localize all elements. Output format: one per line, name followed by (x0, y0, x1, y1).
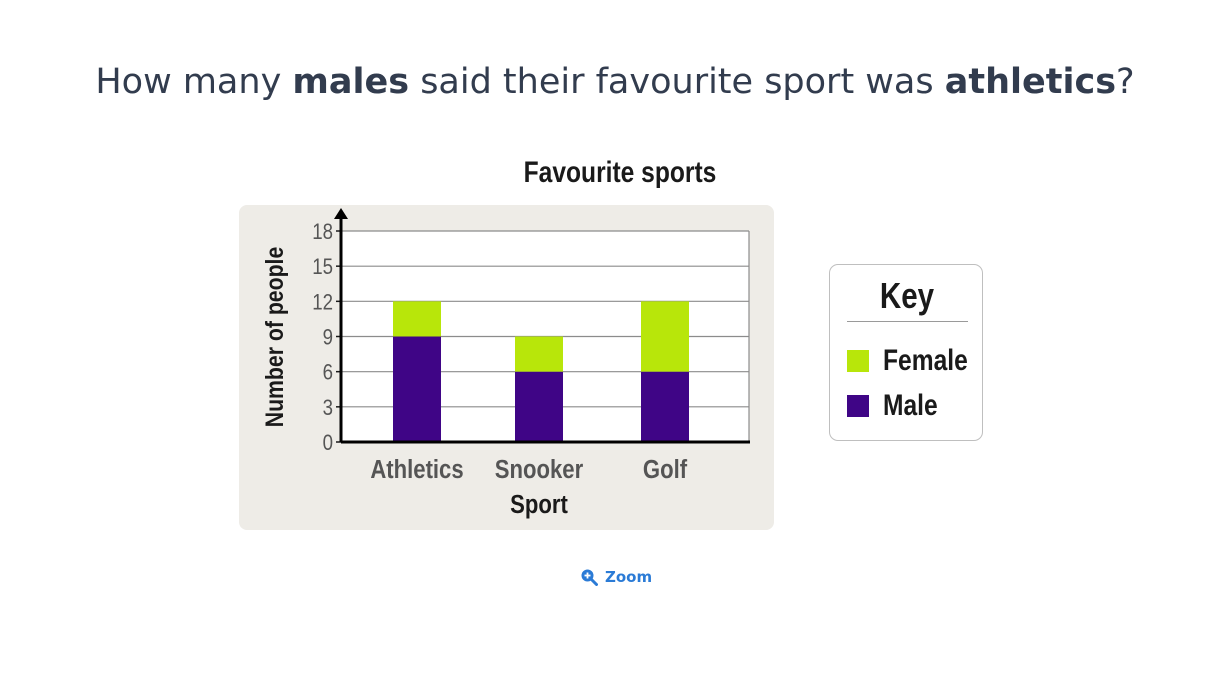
question-bold-males: males (292, 62, 410, 102)
y-tick-label: 18 (312, 221, 333, 245)
chart-labels: 0 3 6 9 12 15 18 Athletics Snooker Golf Sport Numbe… (260, 221, 688, 520)
key-title: Key (879, 275, 935, 316)
chart-title: Favourite sports (523, 156, 717, 189)
zoom-label: Zoom (605, 568, 653, 586)
zoom-button[interactable]: Zoom (580, 568, 652, 586)
bar-golf-male (641, 371, 689, 442)
bar-athletics-female (393, 301, 441, 337)
zoom-in-icon (581, 569, 598, 586)
question-part-3: ? (1116, 62, 1135, 102)
legend-key: Key Female Male (829, 264, 983, 441)
legend-swatch-female (847, 350, 869, 372)
legend-item-female: Female (847, 344, 986, 377)
question-bold-athletics: athletics (944, 62, 1117, 102)
y-tick-label: 0 (323, 432, 333, 456)
y-tick-label: 9 (323, 326, 333, 350)
legend-label-male: Male (883, 389, 938, 422)
legend-item-male: Male (847, 389, 950, 422)
x-tick-label: Athletics (370, 455, 463, 484)
question-part-1: How many (95, 62, 293, 102)
bar-athletics-male (393, 336, 441, 442)
y-axis-title: Number of people (260, 247, 288, 428)
question-text: How many males said their favourite spor… (0, 62, 1230, 102)
x-axis-title: Sport (510, 490, 568, 519)
y-axis-arrow-icon (334, 208, 348, 219)
x-tick-label: Snooker (495, 455, 584, 484)
bar-snooker-female (515, 336, 563, 372)
legend-label-female: Female (883, 344, 968, 377)
x-tick-label: Golf (643, 455, 688, 484)
chart-axes (334, 208, 750, 444)
question-part-2: said their favourite sport was (409, 62, 945, 102)
bar-golf-female (641, 301, 689, 372)
chart-bars (393, 301, 689, 442)
legend-swatch-male (847, 395, 869, 417)
y-tick-label: 6 (323, 361, 333, 385)
key-divider (847, 321, 968, 322)
y-tick-label: 15 (312, 256, 333, 280)
y-tick-label: 3 (323, 397, 333, 421)
y-tick-label: 12 (312, 291, 333, 315)
bar-chart: 0 3 6 9 12 15 18 Athletics Snooker Golf Sport Numbe… (260, 208, 750, 520)
bar-snooker-male (515, 371, 563, 442)
